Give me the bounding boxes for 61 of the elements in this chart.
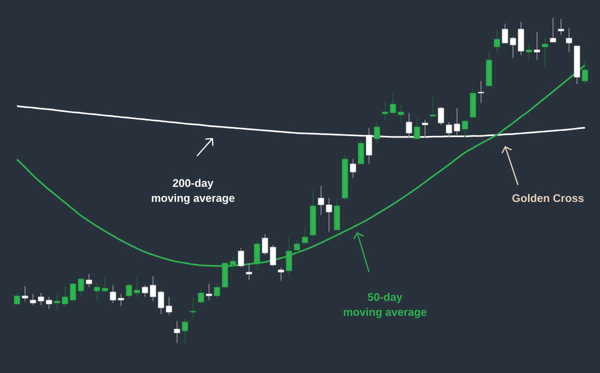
candlestick (118, 293, 124, 306)
candlestick (38, 292, 44, 306)
candlestick (182, 318, 188, 344)
candlestick (246, 262, 252, 280)
candlestick (206, 283, 212, 301)
candlestick (502, 23, 508, 44)
candlestick (414, 118, 420, 140)
candlestick (134, 278, 140, 298)
annotation: Golden Cross (512, 194, 584, 202)
candlestick (110, 284, 116, 304)
candlestick (374, 122, 380, 144)
candlestick (294, 240, 300, 254)
candlestick (326, 198, 332, 232)
candlestick (558, 18, 564, 36)
candlestick (350, 158, 356, 178)
candlestick (166, 296, 172, 316)
candlestick (270, 244, 276, 266)
annotation: moving average (152, 194, 234, 204)
candlestick (238, 248, 244, 268)
candlestick (278, 267, 284, 282)
candlestick (518, 21, 524, 56)
candlestick (478, 80, 484, 104)
candlestick (142, 284, 148, 298)
candlestick (382, 101, 388, 120)
candlestick (22, 286, 28, 302)
candlestick (430, 96, 436, 118)
candlestick (550, 18, 556, 42)
candlestick (534, 32, 540, 60)
annotation: 200-day (172, 178, 214, 190)
candlestick (150, 276, 156, 302)
candlestick (78, 278, 84, 298)
candlestick (70, 282, 76, 302)
candlestick (438, 106, 444, 126)
candlestick (358, 139, 364, 164)
candlestick (494, 30, 500, 54)
candlestick (302, 226, 308, 244)
candlestick (262, 234, 268, 256)
candlestick (398, 104, 404, 122)
annotation: 50-day (368, 292, 402, 304)
candlestick (390, 92, 396, 116)
candlestick (190, 296, 196, 318)
candlestick (510, 36, 516, 58)
candlestick (214, 282, 220, 299)
candlestick (62, 286, 68, 308)
candlestick (54, 292, 60, 312)
annotation: moving average (344, 308, 426, 318)
candlestick (526, 44, 532, 60)
candlestick (126, 282, 132, 299)
candlestick (158, 290, 164, 315)
candlestick (566, 28, 572, 53)
candlestick (198, 290, 204, 306)
candlestick (318, 186, 324, 216)
candlestick (174, 320, 180, 344)
candlestick (94, 282, 100, 302)
candlestick (14, 292, 20, 306)
candlestick (86, 274, 92, 288)
candlestick (462, 120, 468, 138)
candlestick (30, 293, 36, 306)
candlestick (542, 36, 548, 68)
candlestick (46, 296, 52, 310)
candlestick (102, 276, 108, 292)
